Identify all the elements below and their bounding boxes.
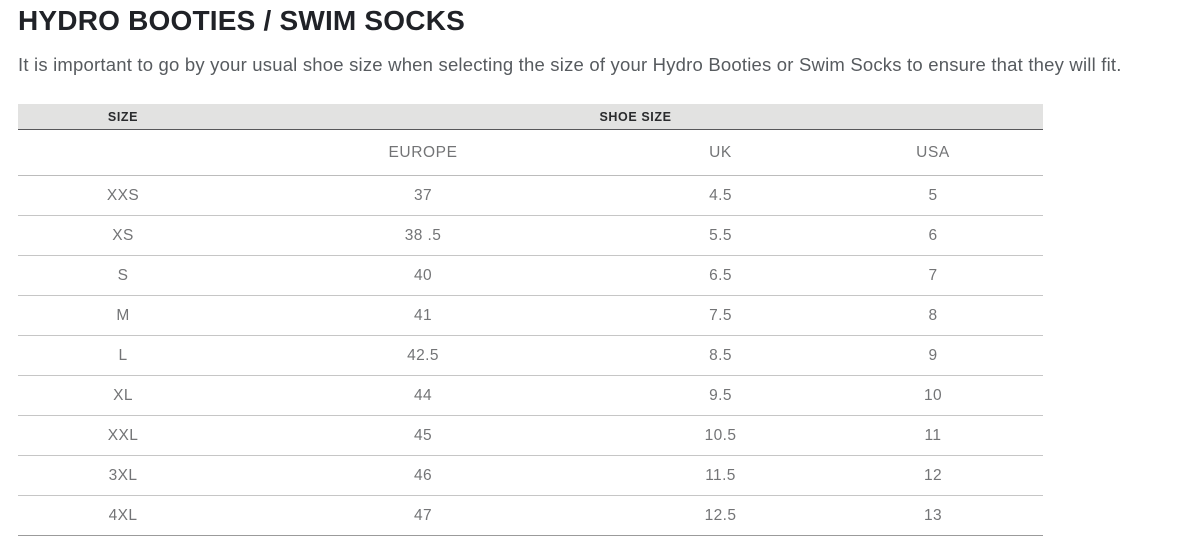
table-row: M 41 7.5 8	[18, 295, 1043, 337]
europe-cell: 37	[228, 175, 618, 217]
table-row: S 40 6.5 7	[18, 255, 1043, 297]
europe-cell: 46	[228, 455, 618, 497]
europe-cell: 40	[228, 255, 618, 297]
size-cell: XXS	[18, 175, 228, 217]
uk-cell: 6.5	[618, 255, 823, 297]
usa-cell: 7	[823, 255, 1043, 297]
europe-cell: 42.5	[228, 335, 618, 377]
uk-cell: 5.5	[618, 215, 823, 257]
intro-text: It is important to go by your usual shoe…	[18, 53, 1122, 75]
table-row: XL 44 9.5 10	[18, 375, 1043, 417]
table-row: XS 38 .5 5.5 6	[18, 215, 1043, 257]
uk-cell: 12.5	[618, 495, 823, 537]
uk-cell: 8.5	[618, 335, 823, 377]
page-title: HYDRO BOOTIES / SWIM SOCKS	[18, 5, 466, 36]
europe-cell: 47	[228, 495, 618, 537]
usa-cell: 6	[823, 215, 1043, 257]
europe-cell: 45	[228, 415, 618, 457]
usa-cell: 13	[823, 495, 1043, 537]
size-chart-body: XXS 37 4.5 5 XS 38 .5 5.5 6 S 40 6.5 7 M…	[18, 175, 1043, 537]
europe-cell: 44	[228, 375, 618, 417]
europe-cell: 41	[228, 295, 618, 337]
usa-cell: 8	[823, 295, 1043, 337]
usa-cell: 10	[823, 375, 1043, 417]
table-row: 3XL 46 11.5 12	[18, 455, 1043, 497]
table-row: L 42.5 8.5 9	[18, 335, 1043, 377]
usa-cell: 11	[823, 415, 1043, 457]
size-chart-header: SIZE SHOE SIZE EUROPE UK USA	[18, 103, 1043, 177]
size-cell: M	[18, 295, 228, 337]
uk-cell: 7.5	[618, 295, 823, 337]
table-row: XXL 45 10.5 11	[18, 415, 1043, 457]
size-cell: XL	[18, 375, 228, 417]
size-cell: L	[18, 335, 228, 377]
main-header-row: SIZE SHOE SIZE	[18, 103, 1043, 131]
size-cell: 4XL	[18, 495, 228, 537]
size-cell: S	[18, 255, 228, 297]
europe-cell: 38 .5	[228, 215, 618, 257]
subheader-usa: USA	[823, 129, 1043, 177]
usa-cell: 9	[823, 335, 1043, 377]
size-column-header: SIZE	[18, 103, 228, 131]
usa-cell: 12	[823, 455, 1043, 497]
uk-cell: 9.5	[618, 375, 823, 417]
table-row: XXS 37 4.5 5	[18, 175, 1043, 217]
uk-cell: 11.5	[618, 455, 823, 497]
sub-header-row: EUROPE UK USA	[18, 129, 1043, 177]
uk-cell: 10.5	[618, 415, 823, 457]
subheader-empty-cell	[18, 129, 228, 177]
size-cell: XS	[18, 215, 228, 257]
subheader-uk: UK	[618, 129, 823, 177]
table-row: 4XL 47 12.5 13	[18, 495, 1043, 537]
size-chart-table: SIZE SHOE SIZE EUROPE UK USA XXS 37 4.5 …	[18, 103, 1043, 537]
uk-cell: 4.5	[618, 175, 823, 217]
size-cell: 3XL	[18, 455, 228, 497]
subheader-europe: EUROPE	[228, 129, 618, 177]
shoe-size-column-header: SHOE SIZE	[228, 103, 1043, 131]
usa-cell: 5	[823, 175, 1043, 217]
size-cell: XXL	[18, 415, 228, 457]
size-guide-page: HYDRO BOOTIES / SWIM SOCKS It is importa…	[18, 5, 1122, 537]
